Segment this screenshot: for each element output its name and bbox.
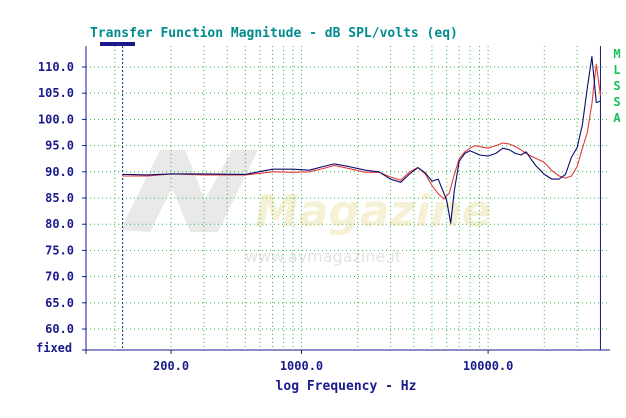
legend-letter-m: M: [613, 47, 621, 61]
y-tick-label-6: 90.0: [45, 165, 74, 179]
grid: [86, 46, 610, 350]
legend-letter-s1: S: [613, 79, 621, 93]
x-tick-labels: 200.0 1000.0 10000.0: [153, 359, 513, 373]
x-tick-label-2: 10000.0: [463, 359, 514, 373]
series-line-1: [122, 55, 601, 224]
y-tick-label-1: 65.0: [45, 296, 74, 310]
chart-title: Transfer Function Magnitude - dB SPL/vol…: [90, 26, 458, 41]
y-tick-label-4: 80.0: [45, 217, 74, 231]
x-axis-title: log Frequency - Hz: [276, 379, 417, 394]
cursors: [122, 46, 601, 350]
watermark-brand: Magazine: [255, 186, 492, 237]
y-tick-label-7: 95.0: [45, 139, 74, 153]
y-tick-label-10: 110.0: [38, 60, 74, 74]
title-underline: [100, 42, 135, 46]
watermark-logo-shape: [120, 150, 258, 232]
watermark-url: www.avmagazine.it: [245, 247, 401, 266]
y-tick-label-8: 100.0: [38, 112, 74, 126]
y-bottom-label: fixed: [36, 341, 72, 355]
y-tick-label-0: 60.0: [45, 322, 74, 336]
x-tick-label-0: 200.0: [153, 359, 189, 373]
legend: M L S S A: [611, 46, 623, 126]
x-tick-label-1: 1000.0: [280, 359, 323, 373]
series-group: [122, 55, 602, 224]
y-tick-label-2: 70.0: [45, 270, 74, 284]
y-tick-label-5: 85.0: [45, 191, 74, 205]
legend-letter-a: A: [613, 111, 621, 125]
watermark: Magazine www.avmagazine.it: [120, 150, 492, 266]
legend-letter-s2: S: [613, 95, 621, 109]
y-tick-label-9: 105.0: [38, 86, 74, 100]
y-tick-label-3: 75.0: [45, 243, 74, 257]
series-line-0: [122, 63, 602, 200]
y-tick-labels: 60.0 65.0 70.0 75.0 80.0 85.0 90.0 95.0 100.0 105…: [38, 60, 74, 336]
legend-letter-l: L: [613, 63, 621, 77]
axes: [82, 46, 610, 354]
